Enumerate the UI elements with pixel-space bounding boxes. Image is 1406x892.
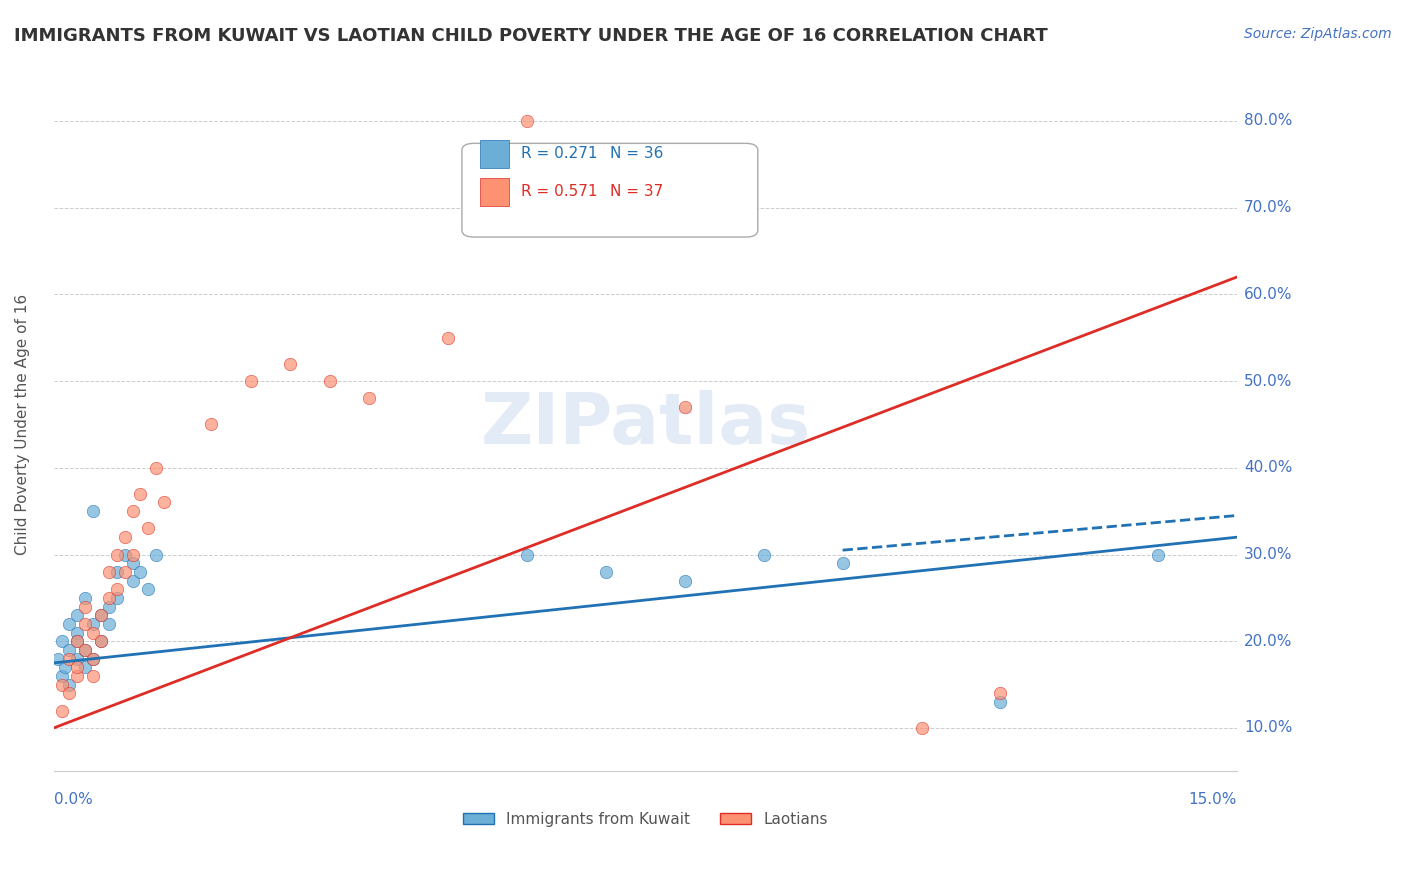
Point <box>75 643 97 657</box>
Point <box>51 669 73 683</box>
Point <box>82 616 104 631</box>
FancyBboxPatch shape <box>463 144 758 237</box>
Point <box>121 574 143 588</box>
Point <box>97 591 120 605</box>
Text: R = 0.271: R = 0.271 <box>522 146 598 161</box>
Point <box>58 678 80 692</box>
Point <box>516 548 538 562</box>
Point <box>90 608 112 623</box>
Text: 70.0%: 70.0% <box>1244 200 1292 215</box>
Point <box>121 556 143 570</box>
Text: 60.0%: 60.0% <box>1244 287 1292 301</box>
Text: R = 0.571: R = 0.571 <box>522 185 598 200</box>
Y-axis label: Child Poverty Under the Age of 16: Child Poverty Under the Age of 16 <box>15 293 30 555</box>
Point <box>673 574 696 588</box>
Point <box>239 374 262 388</box>
Point <box>105 591 128 605</box>
Point <box>55 660 77 674</box>
Point <box>752 548 775 562</box>
Point <box>58 643 80 657</box>
Point <box>90 634 112 648</box>
Point <box>129 487 152 501</box>
Point <box>359 392 381 406</box>
Point <box>51 634 73 648</box>
Point <box>97 565 120 579</box>
Text: N = 36: N = 36 <box>610 146 664 161</box>
Point <box>831 556 853 570</box>
Point <box>82 651 104 665</box>
Point <box>200 417 222 432</box>
Point <box>75 660 97 674</box>
Point <box>129 565 152 579</box>
Text: 0.0%: 0.0% <box>53 792 93 807</box>
Point <box>145 460 167 475</box>
Point <box>105 565 128 579</box>
Point <box>516 113 538 128</box>
Point <box>136 521 159 535</box>
Text: ZIPatlas: ZIPatlas <box>481 390 810 458</box>
Point <box>75 599 97 614</box>
Point <box>153 495 176 509</box>
Point <box>58 686 80 700</box>
Text: 20.0%: 20.0% <box>1244 633 1292 648</box>
Point <box>66 625 89 640</box>
Point <box>82 651 104 665</box>
Point <box>105 548 128 562</box>
Point <box>990 686 1012 700</box>
Point <box>90 608 112 623</box>
Point <box>66 651 89 665</box>
Legend: Immigrants from Kuwait, Laotians: Immigrants from Kuwait, Laotians <box>457 805 834 833</box>
Point <box>97 616 120 631</box>
Point <box>75 616 97 631</box>
Text: 10.0%: 10.0% <box>1244 721 1292 736</box>
Point <box>75 643 97 657</box>
Point <box>910 721 932 735</box>
Point <box>90 634 112 648</box>
Text: 30.0%: 30.0% <box>1244 547 1292 562</box>
Point <box>66 634 89 648</box>
Point <box>97 599 120 614</box>
Text: IMMIGRANTS FROM KUWAIT VS LAOTIAN CHILD POVERTY UNDER THE AGE OF 16 CORRELATION : IMMIGRANTS FROM KUWAIT VS LAOTIAN CHILD … <box>14 27 1047 45</box>
Point <box>66 634 89 648</box>
Text: 40.0%: 40.0% <box>1244 460 1292 475</box>
Point <box>278 357 301 371</box>
Text: 50.0%: 50.0% <box>1244 374 1292 389</box>
Point <box>319 374 342 388</box>
Point <box>114 530 136 544</box>
Text: 15.0%: 15.0% <box>1188 792 1237 807</box>
Point <box>58 651 80 665</box>
Point <box>121 548 143 562</box>
Bar <box>479 178 509 206</box>
Point <box>114 548 136 562</box>
Point <box>66 660 89 674</box>
Point <box>121 504 143 518</box>
Point <box>46 651 69 665</box>
Point <box>595 565 617 579</box>
Point <box>58 616 80 631</box>
Text: 80.0%: 80.0% <box>1244 113 1292 128</box>
Point <box>1147 548 1170 562</box>
Point <box>114 565 136 579</box>
Point <box>75 591 97 605</box>
Point <box>51 704 73 718</box>
Text: Source: ZipAtlas.com: Source: ZipAtlas.com <box>1244 27 1392 41</box>
Point <box>136 582 159 597</box>
Point <box>66 608 89 623</box>
Point <box>437 331 460 345</box>
Point <box>82 504 104 518</box>
Point <box>66 669 89 683</box>
Point <box>82 625 104 640</box>
Point <box>145 548 167 562</box>
Point <box>82 669 104 683</box>
Point <box>673 400 696 414</box>
Text: N = 37: N = 37 <box>610 185 664 200</box>
Point <box>105 582 128 597</box>
Point <box>51 678 73 692</box>
Bar <box>479 140 509 168</box>
Point <box>990 695 1012 709</box>
